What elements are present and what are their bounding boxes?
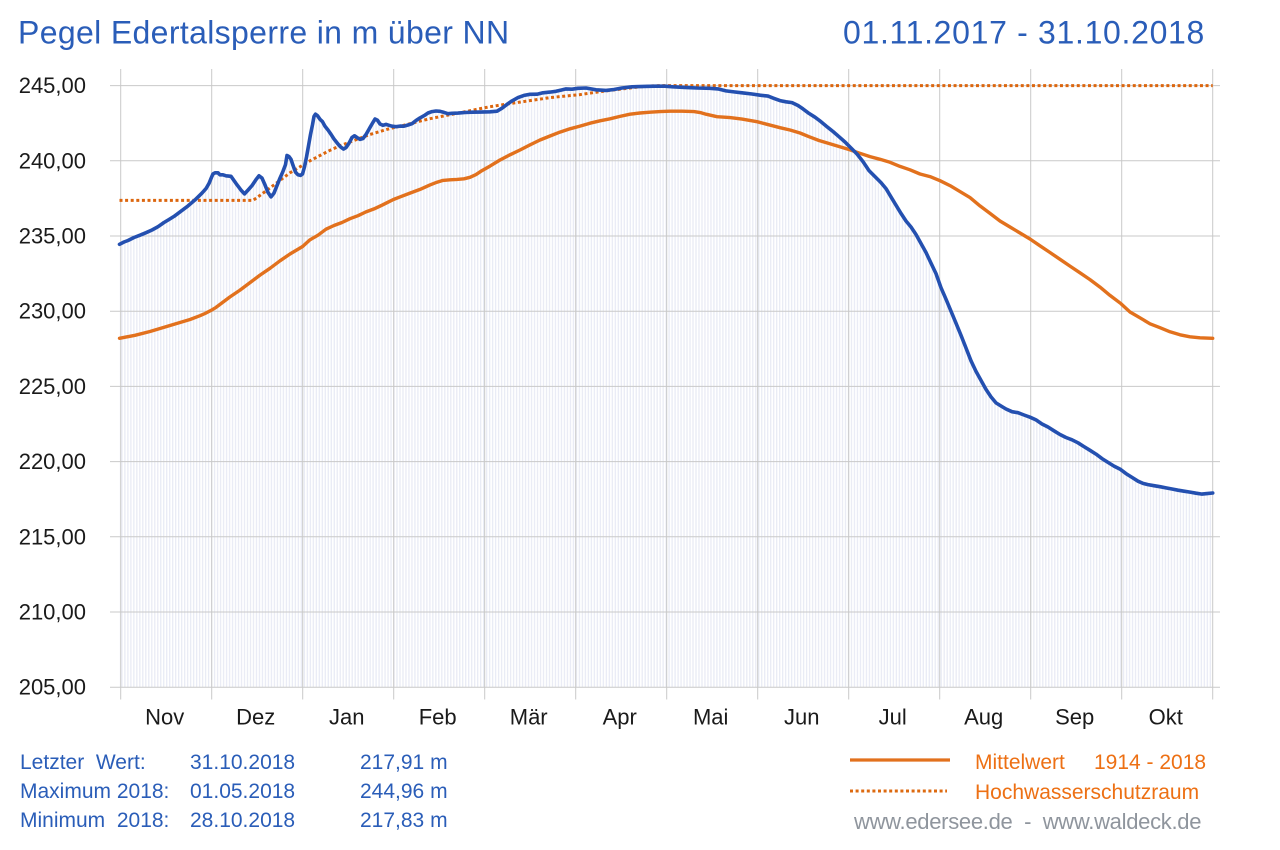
svg-text:1914 - 2018: 1914 - 2018 xyxy=(1094,751,1206,774)
svg-text:210,00: 210,00 xyxy=(19,600,86,625)
svg-text:31.10.2018: 31.10.2018 xyxy=(190,751,295,774)
svg-text:225,00: 225,00 xyxy=(19,374,86,399)
svg-text:Maximum 2018:: Maximum 2018: xyxy=(20,780,169,803)
svg-text:217,83 m: 217,83 m xyxy=(360,809,448,832)
svg-text:01.05.2018: 01.05.2018 xyxy=(190,780,295,803)
svg-text:Letzter Wert:: Letzter Wert: xyxy=(20,751,146,774)
svg-text:28.10.2018: 28.10.2018 xyxy=(190,809,295,832)
svg-text:Hochwasserschutzraum: Hochwasserschutzraum xyxy=(975,781,1199,804)
svg-text:Mär: Mär xyxy=(510,705,548,730)
svg-text:244,96 m: 244,96 m xyxy=(360,780,448,803)
svg-text:Jul: Jul xyxy=(879,705,907,730)
svg-text:217,91 m: 217,91 m xyxy=(360,751,448,774)
svg-text:Pegel Edertalsperre in m über: Pegel Edertalsperre in m über NN xyxy=(18,15,509,51)
svg-text:www.edersee.de - www.waldeck: www.edersee.de - www.waldeck.de xyxy=(853,809,1201,834)
svg-text:01.11.2017 - 31.10.2018: 01.11.2017 - 31.10.2018 xyxy=(843,15,1205,51)
svg-text:Okt: Okt xyxy=(1149,705,1183,730)
svg-text:Minimum 2018:: Minimum 2018: xyxy=(20,809,169,832)
svg-text:Mai: Mai xyxy=(693,705,728,730)
svg-text:Aug: Aug xyxy=(964,705,1003,730)
svg-text:Apr: Apr xyxy=(603,705,637,730)
svg-text:Mittelwert: Mittelwert xyxy=(975,751,1065,774)
svg-text:Dez: Dez xyxy=(236,705,275,730)
svg-text:245,00: 245,00 xyxy=(19,73,86,98)
svg-text:Sep: Sep xyxy=(1055,705,1094,730)
svg-text:235,00: 235,00 xyxy=(19,224,86,249)
svg-text:240,00: 240,00 xyxy=(19,148,86,173)
svg-text:Jan: Jan xyxy=(329,705,364,730)
svg-text:215,00: 215,00 xyxy=(19,524,86,549)
svg-text:Nov: Nov xyxy=(145,705,184,730)
svg-text:205,00: 205,00 xyxy=(19,675,86,700)
svg-text:Jun: Jun xyxy=(784,705,819,730)
svg-text:220,00: 220,00 xyxy=(19,449,86,474)
svg-text:Feb: Feb xyxy=(419,705,457,730)
svg-text:230,00: 230,00 xyxy=(19,299,86,324)
